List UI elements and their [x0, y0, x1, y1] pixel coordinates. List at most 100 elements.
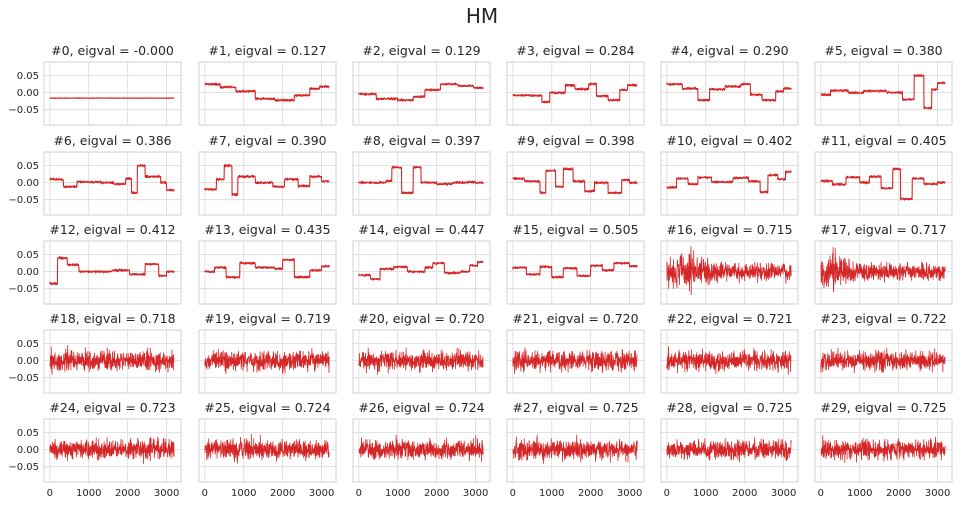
subplot-title: #20, eigval = 0.720 — [358, 311, 484, 326]
series-line — [49, 436, 175, 465]
x-tick-label: 2000 — [424, 488, 449, 499]
subplot-title: #7, eigval = 0.390 — [208, 133, 326, 148]
subplot-title: #14, eigval = 0.447 — [358, 222, 484, 237]
subplot-title: #2, eigval = 0.129 — [362, 43, 480, 58]
x-tick-label: 0 — [356, 488, 362, 499]
subplot-17: #17, eigval = 0.717 — [814, 222, 953, 305]
y-tick-label: 0.00 — [17, 445, 39, 456]
subplot-frame — [506, 329, 645, 394]
subplot-title: #10, eigval = 0.402 — [666, 133, 792, 148]
series-line — [49, 97, 175, 99]
subplot-frame — [352, 61, 491, 126]
series-line — [49, 164, 175, 195]
series-line — [204, 82, 330, 102]
subplot-9: #9, eigval = 0.398 — [506, 133, 645, 216]
subplot-frame — [352, 151, 491, 216]
subplot-title: #1, eigval = 0.127 — [208, 43, 326, 58]
series-line — [666, 246, 792, 296]
subplot-frame — [814, 240, 953, 305]
subplot-15: #15, eigval = 0.505 — [506, 222, 645, 305]
series-line — [820, 347, 946, 374]
subplot-title: #12, eigval = 0.412 — [49, 222, 175, 237]
x-tick-label: 0 — [47, 488, 53, 499]
figure-title: HM — [465, 4, 499, 28]
series-line — [49, 255, 175, 286]
subplot-21: #21, eigval = 0.720 — [506, 311, 645, 394]
subplot-frame — [43, 61, 182, 126]
subplot-title: #18, eigval = 0.718 — [49, 311, 175, 326]
series-line — [358, 82, 484, 102]
y-tick-label: 0.05 — [17, 161, 39, 172]
x-tick-label: 3000 — [154, 488, 179, 499]
subplot-title: #5, eigval = 0.380 — [824, 43, 942, 58]
series-line — [820, 74, 946, 110]
subplot-frame — [198, 418, 337, 483]
subplot-title: #3, eigval = 0.284 — [516, 43, 634, 58]
subplot-frame — [660, 418, 799, 483]
subplot-12: #12, eigval = 0.412 0.05 0.00 −0.05 — [8, 222, 182, 305]
subplot-title: #13, eigval = 0.435 — [204, 222, 330, 237]
y-tick-label: −0.05 — [8, 462, 39, 473]
subplot-frame — [352, 329, 491, 394]
subplot-frame — [506, 418, 645, 483]
x-tick-label: 2000 — [578, 488, 603, 499]
y-tick-label: 0.05 — [17, 250, 39, 261]
x-tick-label: 0 — [510, 488, 516, 499]
subplot-6: #6, eigval = 0.386 0.05 0.00 −0.05 — [8, 133, 182, 216]
subplot-frame — [43, 240, 182, 305]
subplot-title: #25, eigval = 0.724 — [204, 400, 330, 415]
series-line — [666, 437, 792, 463]
x-tick-label: 3000 — [771, 488, 796, 499]
series-line — [512, 82, 638, 104]
y-tick-label: 0.05 — [17, 428, 39, 439]
subplot-title: #11, eigval = 0.405 — [820, 133, 946, 148]
subplot-title: #15, eigval = 0.505 — [512, 222, 638, 237]
subplot-19: #19, eigval = 0.719 — [198, 311, 337, 394]
subplot-title: #19, eigval = 0.719 — [204, 311, 330, 326]
subplot-title: #16, eigval = 0.715 — [666, 222, 792, 237]
subplot-3: #3, eigval = 0.284 — [506, 43, 645, 126]
series-line — [666, 82, 792, 103]
subplot-11: #11, eigval = 0.405 — [814, 133, 953, 216]
series-line — [358, 165, 484, 195]
subplot-frame — [198, 151, 337, 216]
series-line — [512, 261, 638, 279]
subplot-20: #20, eigval = 0.720 — [352, 311, 491, 394]
y-tick-label: 0.05 — [17, 339, 39, 350]
subplot-title: #17, eigval = 0.717 — [820, 222, 946, 237]
y-tick-label: 0.00 — [17, 88, 39, 99]
subplot-title: #24, eigval = 0.723 — [49, 400, 175, 415]
x-tick-label: 3000 — [617, 488, 642, 499]
series-line — [820, 435, 946, 463]
series-line — [820, 167, 946, 201]
x-tick-label: 1000 — [231, 488, 256, 499]
subplot-frame — [198, 61, 337, 126]
y-tick-label: −0.05 — [8, 195, 39, 206]
subplot-frame — [660, 61, 799, 126]
series-line — [49, 344, 175, 375]
x-tick-label: 2000 — [886, 488, 911, 499]
series-line — [204, 348, 330, 375]
series-line — [512, 347, 638, 375]
x-tick-label: 1000 — [385, 488, 410, 499]
subplot-frame — [814, 329, 953, 394]
subplot-title: #22, eigval = 0.721 — [666, 311, 792, 326]
series-line — [358, 260, 484, 281]
subplot-frame — [43, 418, 182, 483]
subplot-frame — [198, 329, 337, 394]
subplot-0: #0, eigval = -0.000 0.05 0.00 −0.05 — [8, 43, 182, 126]
x-tick-label: 1000 — [847, 488, 872, 499]
subplot-frame — [506, 61, 645, 126]
subplot-frame — [43, 151, 182, 216]
y-tick-label: −0.05 — [8, 284, 39, 295]
subplot-16: #16, eigval = 0.715 — [660, 222, 799, 305]
subplot-13: #13, eigval = 0.435 — [198, 222, 337, 305]
x-tick-label: 1000 — [539, 488, 564, 499]
series-line — [204, 164, 330, 197]
subplot-5: #5, eigval = 0.380 — [814, 43, 953, 126]
subplot-title: #6, eigval = 0.386 — [53, 133, 171, 148]
subplot-10: #10, eigval = 0.402 — [660, 133, 799, 216]
subplot-28: #28, eigval = 0.725 0 1000 2000 3000 — [660, 400, 799, 499]
series-line — [666, 170, 792, 194]
